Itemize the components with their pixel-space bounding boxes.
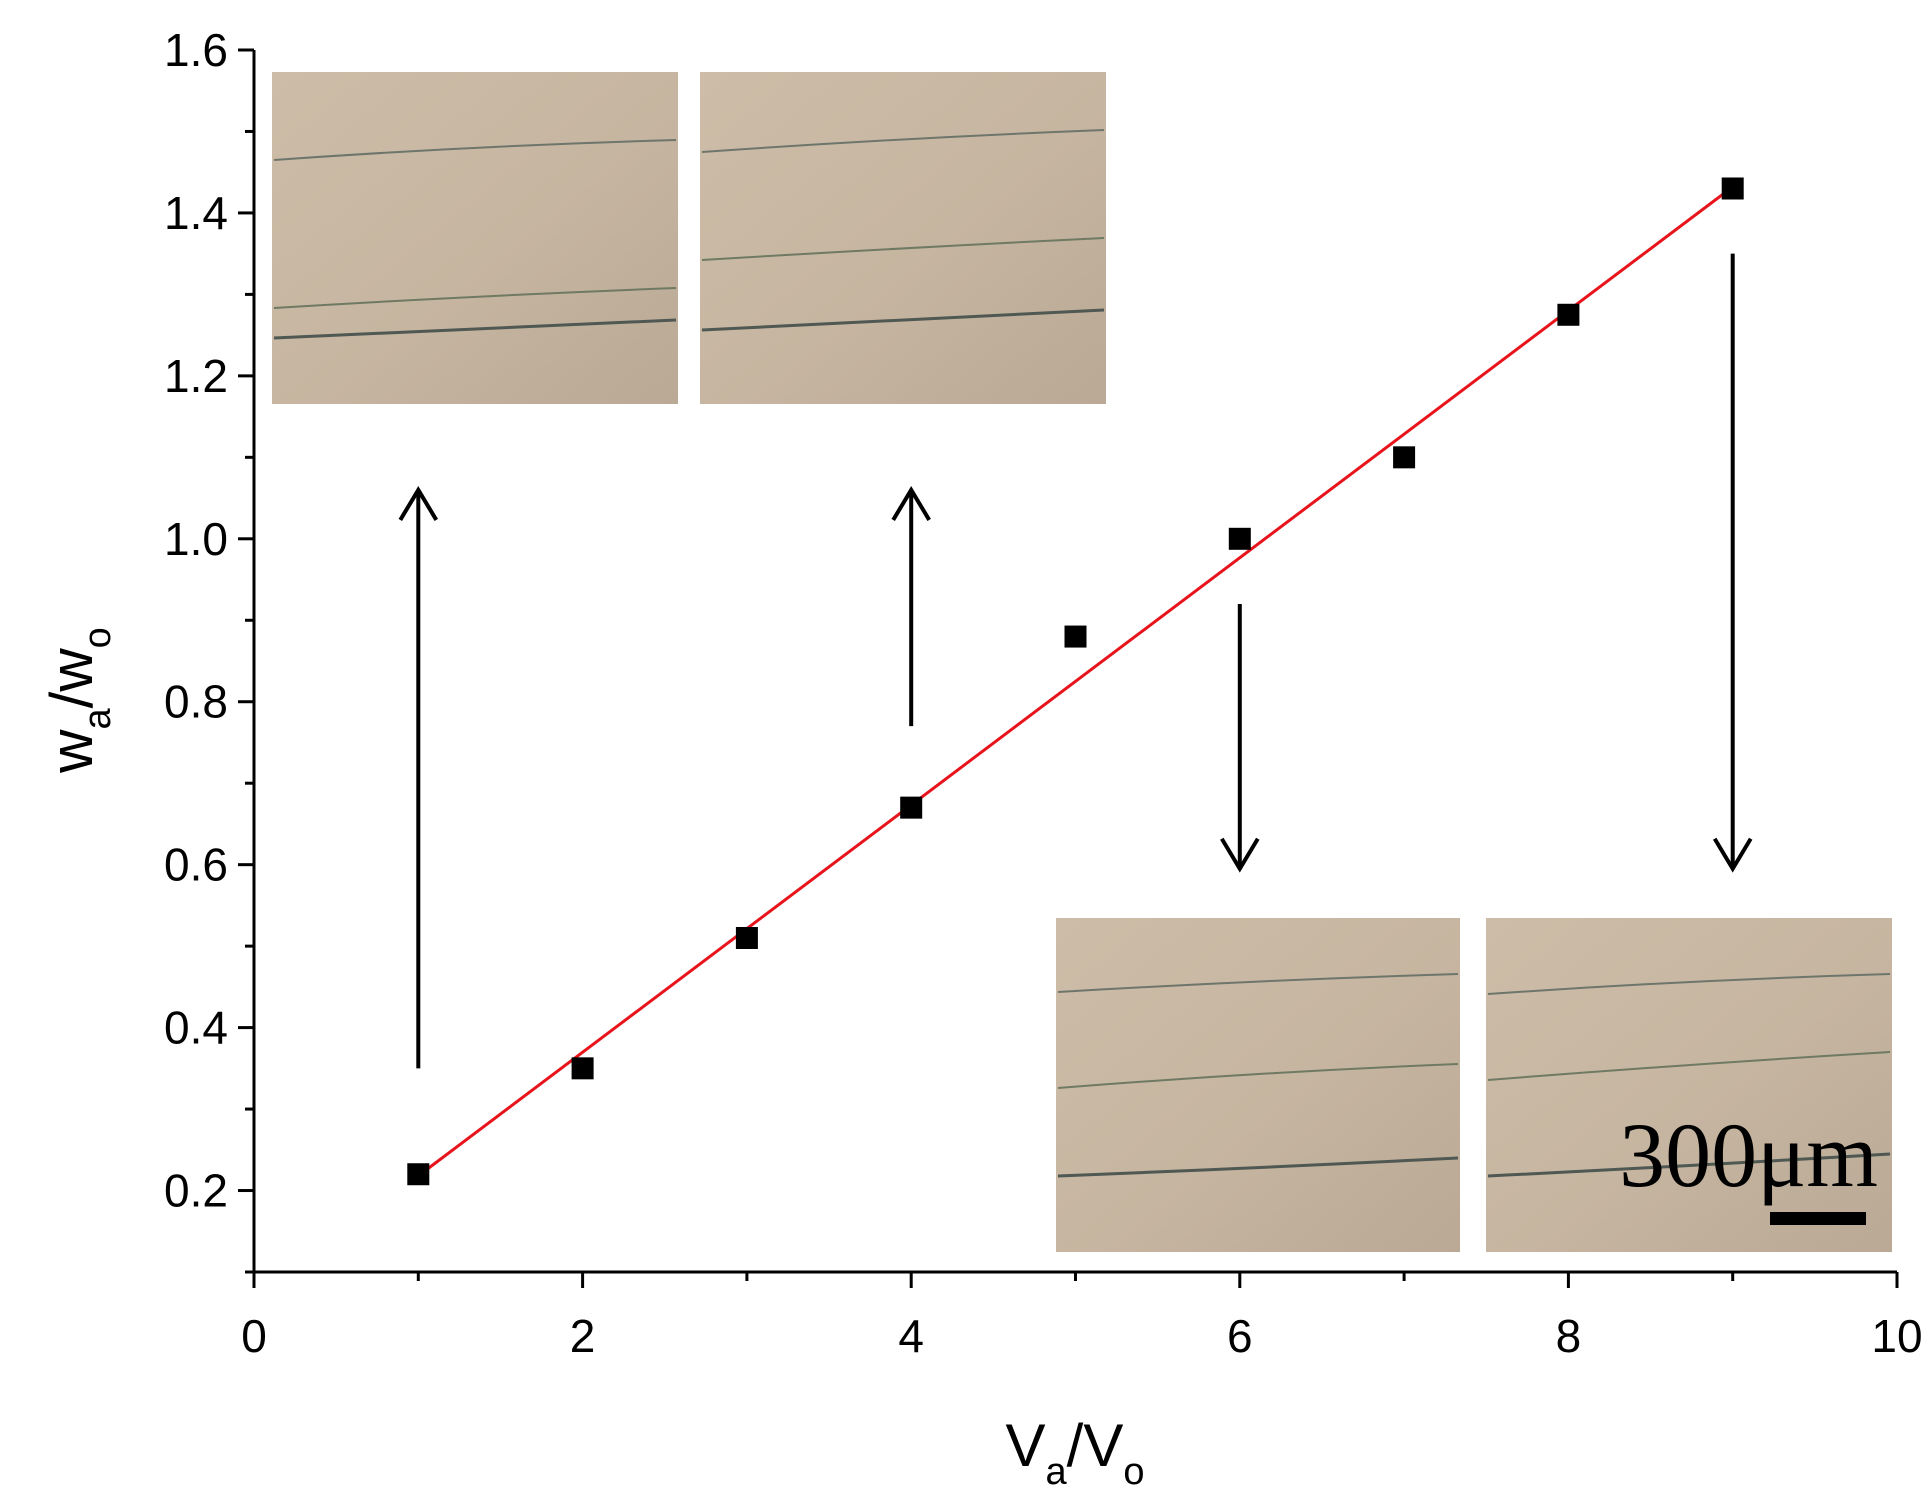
arrow-up [891, 486, 931, 727]
x-tick-label: 6 [1227, 1310, 1253, 1362]
data-point [1064, 625, 1087, 648]
arrows-layer [398, 253, 1753, 1069]
y-axis-title: wa/wo [38, 627, 119, 774]
fit-line-layer [417, 185, 1734, 1178]
data-point [407, 1163, 430, 1186]
data-point [1393, 446, 1416, 469]
data-point [571, 1057, 594, 1080]
y-tick-label: 1.0 [164, 513, 228, 565]
arrow-down [1712, 253, 1753, 873]
arrow-down [1220, 603, 1260, 873]
micrograph-inset-9 [1486, 918, 1892, 1252]
scale-bar-line [1770, 1212, 1866, 1225]
x-tick-label: 10 [1871, 1310, 1922, 1362]
micrograph-inset-4 [700, 72, 1106, 404]
data-point [1721, 177, 1744, 200]
scale-bar-label: 300μm [1619, 1104, 1878, 1206]
arrow-head [398, 486, 439, 521]
y-tick-label: 0.4 [164, 1002, 228, 1054]
x-tick-label: 2 [570, 1310, 596, 1362]
y-tick-label: 1.2 [164, 350, 228, 402]
arrow-head [1712, 837, 1753, 873]
data-point [735, 926, 758, 949]
y-tick-label: 0.6 [164, 839, 228, 891]
ticks [238, 48, 1899, 1288]
y-tick-label: 1.4 [164, 187, 228, 239]
data-point [900, 796, 923, 819]
arrow-head [891, 486, 931, 521]
x-tick-label: 8 [1556, 1310, 1582, 1362]
y-tick-label: 1.6 [164, 24, 228, 76]
arrow-up [398, 486, 439, 1069]
fit-line [417, 185, 1734, 1178]
x-axis-title: Va/Vo [1005, 1412, 1144, 1493]
insets [272, 72, 1892, 1252]
scale-bar: 300μm [1619, 1104, 1878, 1225]
x-tick-label: 4 [898, 1310, 924, 1362]
data-point [1557, 303, 1580, 326]
y-tick-label: 0.8 [164, 676, 228, 728]
data-points-layer [407, 177, 1744, 1186]
data-point [1228, 527, 1251, 550]
tick-labels: 0 2 4 6 8 10 0.2 0.4 0.6 0.8 1.0 1.2 1.4 1.6 [164, 24, 1923, 1362]
micrograph-inset-1 [272, 72, 678, 404]
arrow-head [1220, 837, 1260, 873]
micrograph-inset-6 [1056, 918, 1460, 1252]
x-tick-label: 0 [241, 1310, 267, 1362]
y-tick-label: 0.2 [164, 1165, 228, 1217]
